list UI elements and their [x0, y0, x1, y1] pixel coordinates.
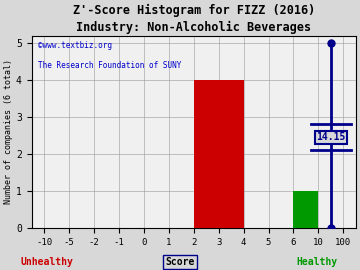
- Text: 14.15: 14.15: [316, 133, 346, 143]
- Text: Score: Score: [165, 257, 195, 267]
- Bar: [194, 80, 244, 228]
- Text: The Research Foundation of SUNY: The Research Foundation of SUNY: [38, 60, 181, 70]
- Text: ©www.textbiz.org: ©www.textbiz.org: [38, 41, 112, 50]
- Text: Healthy: Healthy: [296, 257, 337, 267]
- Y-axis label: Number of companies (6 total): Number of companies (6 total): [4, 59, 13, 204]
- Bar: [293, 191, 318, 228]
- Title: Z'-Score Histogram for FIZZ (2016)
Industry: Non-Alcoholic Beverages: Z'-Score Histogram for FIZZ (2016) Indus…: [73, 4, 315, 34]
- Text: Unhealthy: Unhealthy: [21, 257, 73, 267]
